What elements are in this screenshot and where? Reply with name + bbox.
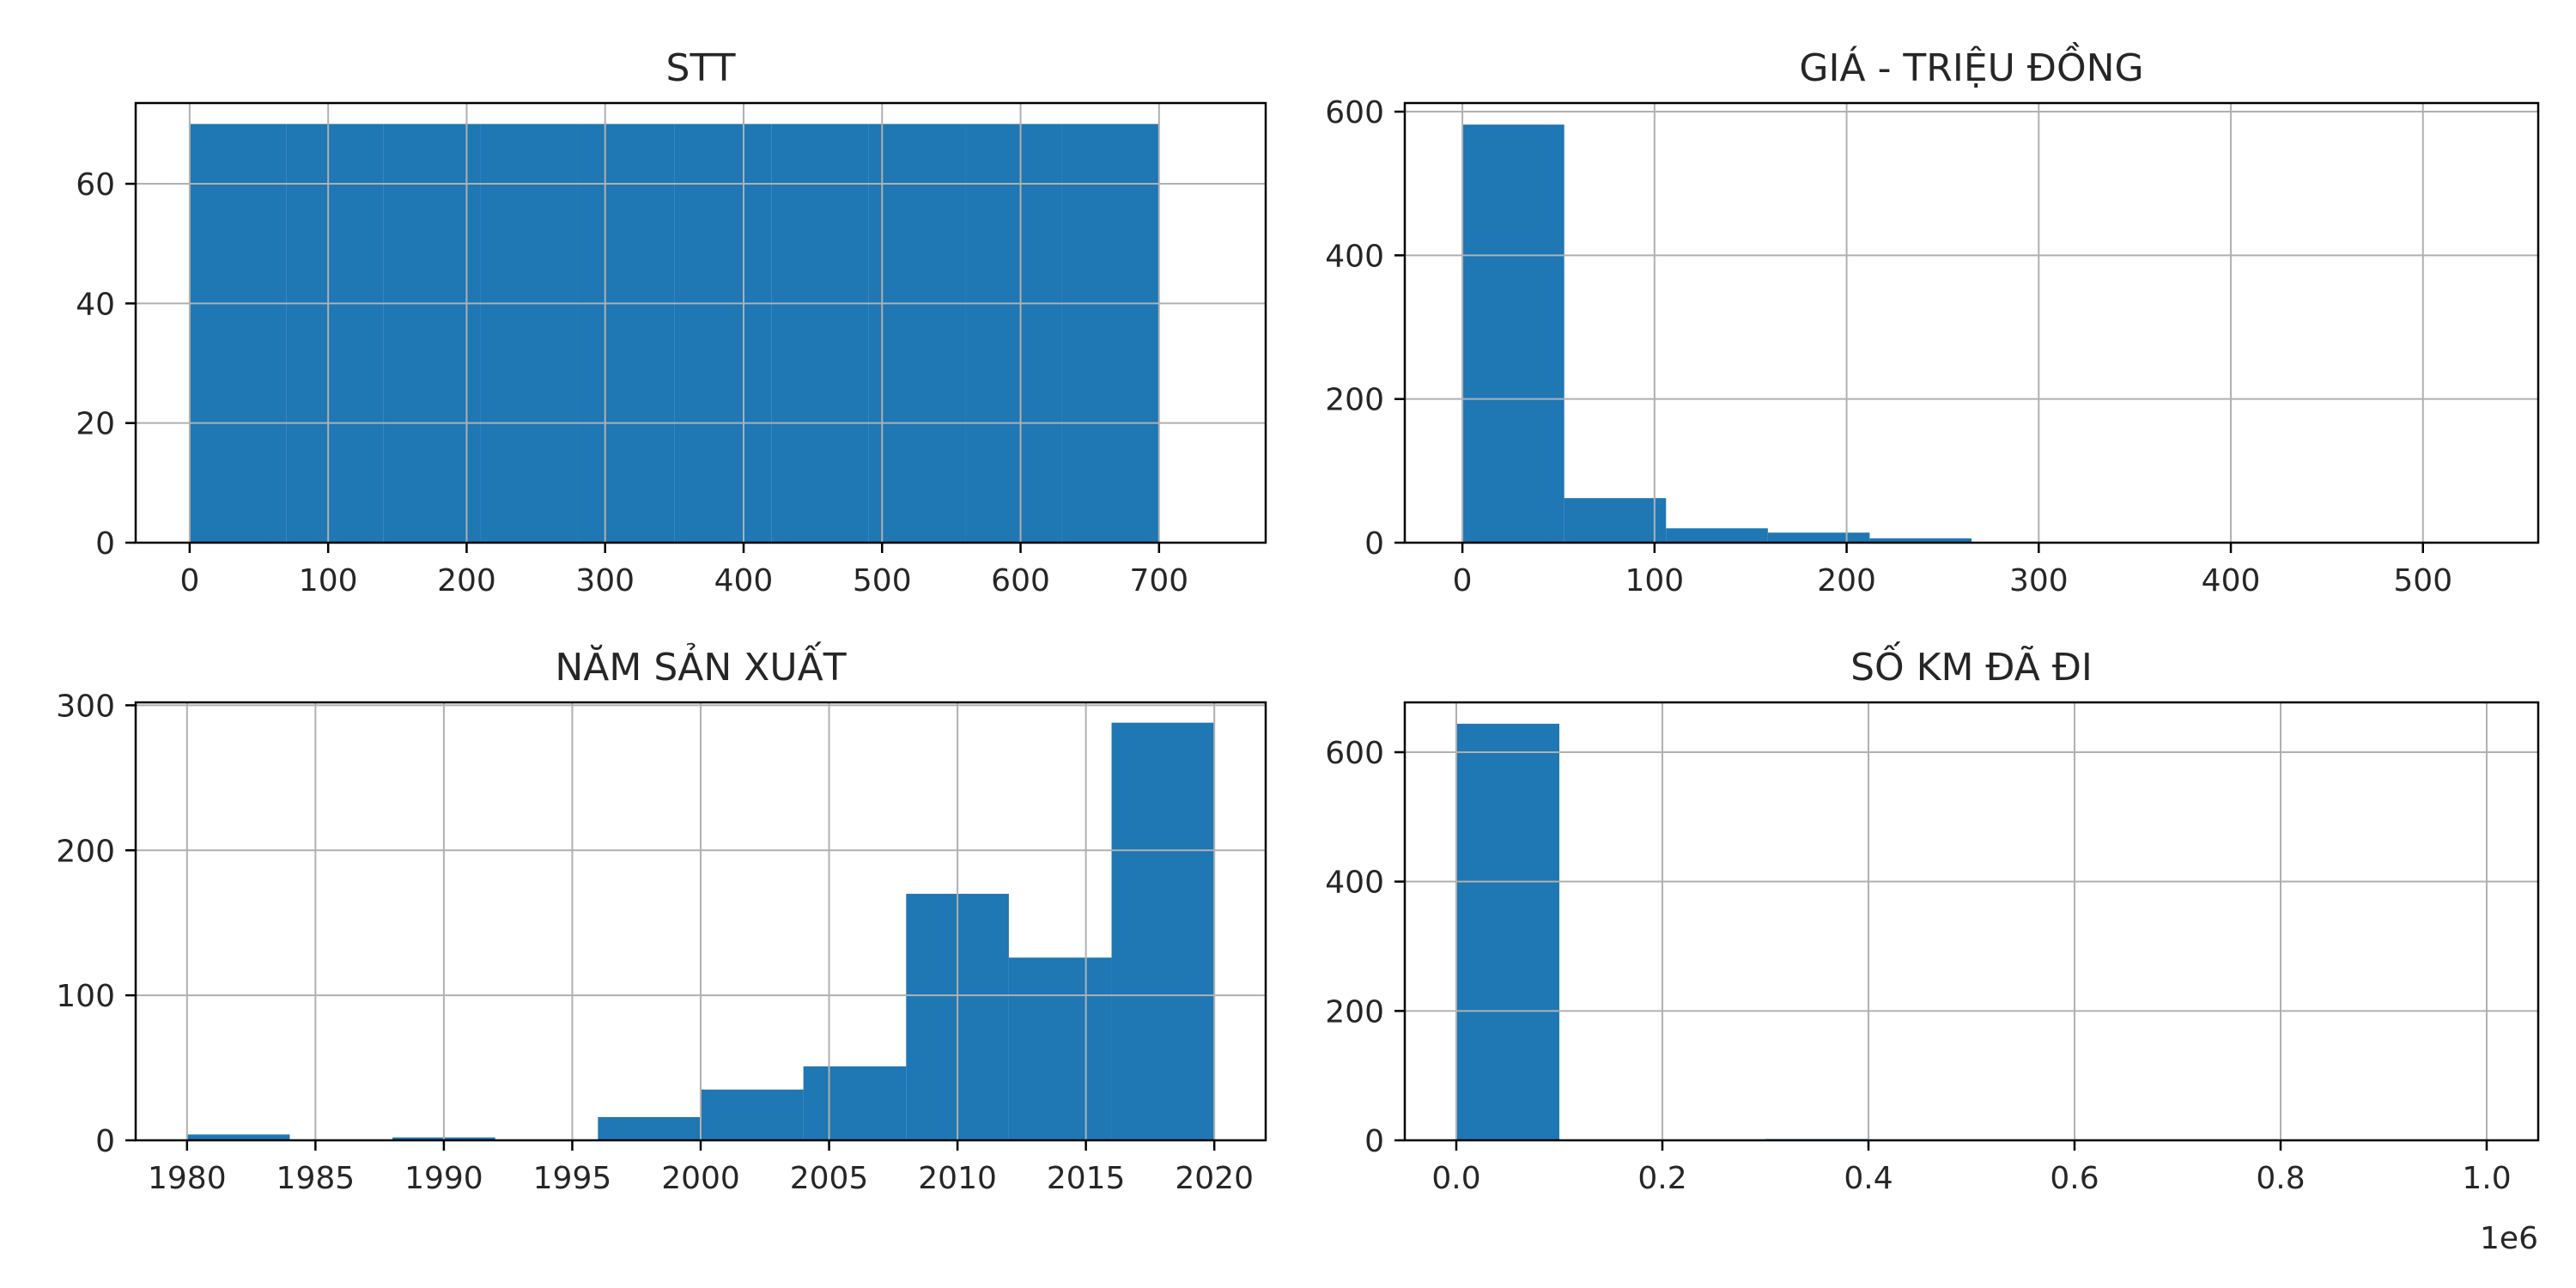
- gia-bar: [1666, 528, 1768, 543]
- stt-x-tick-label: 400: [714, 563, 774, 598]
- gia-y-tick-label: 0: [1364, 526, 1384, 562]
- gia-bar: [1462, 125, 1564, 544]
- stt-chart-title: STT: [666, 46, 736, 90]
- nam-x-tick-label: 1985: [276, 1161, 355, 1196]
- km-bar: [1456, 723, 1559, 1140]
- nam-x-tick-label: 1980: [148, 1161, 227, 1196]
- gia-y-tick-label: 600: [1325, 95, 1384, 131]
- nam-y-tick-label: 100: [56, 979, 115, 1014]
- stt-bar: [480, 124, 578, 543]
- gia-x-tick-label: 400: [2202, 563, 2261, 598]
- nam-bar: [186, 1134, 290, 1140]
- stt-bar: [189, 124, 287, 543]
- stt-x-tick-label: 600: [991, 563, 1050, 598]
- stt-x-tick-label: 700: [1129, 563, 1188, 598]
- nam-y-tick-label: 300: [56, 689, 115, 724]
- nam-x-tick-label: 2005: [790, 1161, 869, 1196]
- stt-y-tick-label: 60: [76, 167, 115, 203]
- nam-bar: [803, 1066, 907, 1140]
- km-y-tick-label: 400: [1325, 866, 1384, 901]
- nam-bar: [598, 1116, 701, 1140]
- stt-bar: [1061, 124, 1159, 543]
- gia-x-tick-label: 200: [1817, 563, 1876, 598]
- gia-axes-frame: [1403, 101, 2540, 544]
- stt-histogram-panel: 0 100 200 300 400 500 600 700 0 20 40 60 STT: [76, 46, 1267, 598]
- nam-histogram-panel: 1980 1985 1990 1995 2000 2005 2010 2015 2020 0 100…: [56, 641, 1267, 1196]
- stt-x-tick-label: 300: [575, 563, 635, 598]
- km-axis-offset-label: 1e6: [2480, 1221, 2538, 1256]
- gia-x-tick-label: 500: [2393, 563, 2452, 598]
- gia-bar: [1767, 532, 1870, 543]
- km-chart-title: SỐ KM ĐÃ ĐI: [1850, 641, 2093, 690]
- stt-bar: [577, 124, 675, 543]
- nam-bar: [1111, 722, 1215, 1140]
- nam-y-tick-label: 200: [56, 834, 115, 869]
- nam-x-tick-label: 1990: [404, 1161, 483, 1196]
- km-y-tick-label: 0: [1364, 1124, 1384, 1159]
- nam-bar: [701, 1089, 804, 1140]
- km-x-tick-label: 0.4: [1844, 1161, 1893, 1196]
- nam-bar: [1008, 957, 1112, 1140]
- nam-x-tick-label: 2000: [661, 1161, 740, 1196]
- stt-y-tick-label: 20: [76, 407, 115, 442]
- gia-chart-title: GIÁ - TRIỆU ĐỒNG: [1799, 41, 2143, 90]
- stt-x-tick-label: 200: [437, 563, 496, 598]
- km-y-tick-label: 600: [1325, 736, 1384, 771]
- stt-x-tick-label: 500: [853, 563, 912, 598]
- nam-x-tick-label: 1995: [533, 1161, 612, 1196]
- gia-bar: [1564, 498, 1667, 543]
- gia-y-tick-label: 400: [1325, 239, 1384, 274]
- stt-bar: [674, 124, 772, 543]
- nam-y-tick-label: 0: [95, 1124, 115, 1159]
- km-x-tick-label: 1.0: [2462, 1161, 2511, 1196]
- gia-x-tick-label: 0: [1453, 563, 1473, 598]
- stt-bar: [965, 124, 1062, 543]
- km-x-tick-label: 0.6: [2050, 1161, 2099, 1196]
- km-axes-frame: [1403, 701, 2540, 1142]
- stt-bar: [383, 124, 481, 543]
- km-x-tick-label: 0.0: [1431, 1161, 1480, 1196]
- stt-bar: [771, 124, 869, 543]
- gia-y-tick-label: 200: [1325, 383, 1384, 418]
- stt-y-tick-label: 40: [76, 287, 115, 322]
- stt-x-tick-label: 100: [299, 563, 358, 598]
- km-x-tick-label: 0.2: [1637, 1161, 1686, 1196]
- nam-x-tick-label: 2015: [1047, 1161, 1126, 1196]
- gia-x-tick-label: 100: [1625, 563, 1684, 598]
- km-histogram-panel: 0.0 0.2 0.4 0.6 0.8 1.0 0 200 400 600 SỐ KM ĐÃ ĐI 1…: [1325, 641, 2540, 1256]
- nam-x-tick-label: 2010: [918, 1161, 997, 1196]
- stt-axes-frame: [134, 101, 1267, 544]
- gia-histogram-panel: 0 100 200 300 400 500 0 200 400 600 GIÁ - TRIỆU ĐỒ…: [1325, 41, 2540, 598]
- stt-bar: [868, 124, 966, 543]
- nam-x-tick-label: 2020: [1175, 1161, 1254, 1196]
- nam-chart-title: NĂM SẢN XUẤT: [555, 641, 846, 690]
- stt-x-tick-label: 0: [179, 563, 199, 598]
- gia-x-tick-label: 300: [2009, 563, 2069, 598]
- gia-bar: [1869, 538, 1971, 543]
- km-x-tick-label: 0.8: [2256, 1161, 2305, 1196]
- km-y-tick-label: 200: [1325, 994, 1384, 1030]
- stt-y-tick-label: 0: [95, 526, 115, 562]
- stt-bar: [286, 124, 384, 543]
